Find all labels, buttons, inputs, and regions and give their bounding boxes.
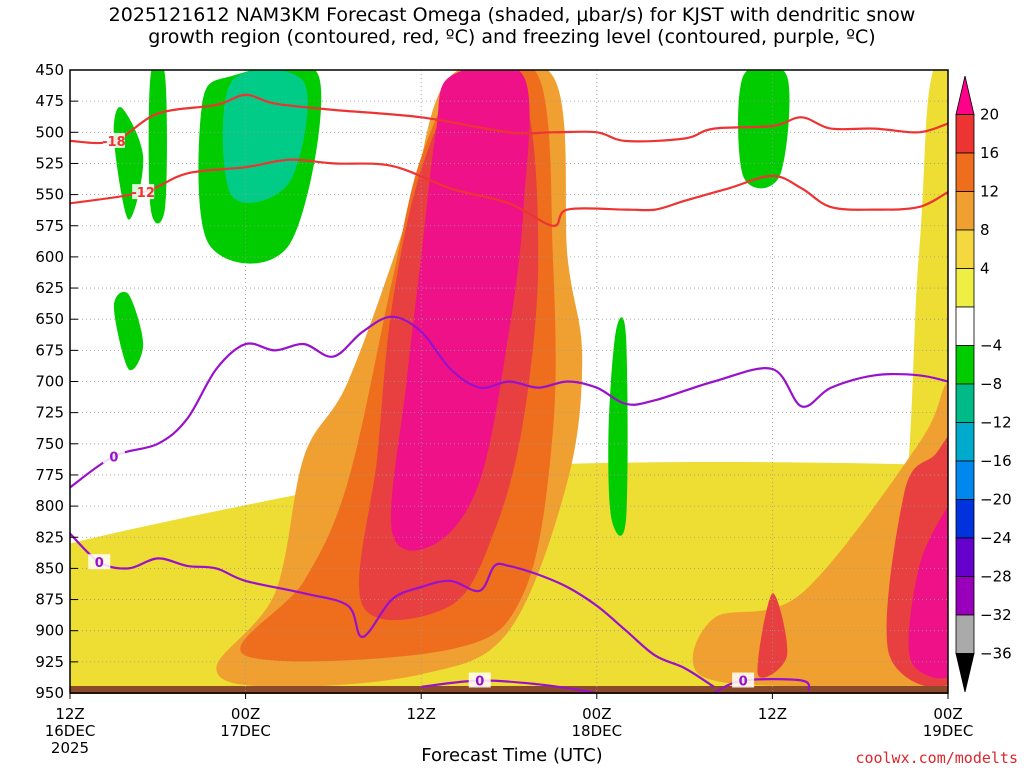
y-tick-label: 525 [35,154,64,172]
freezing-contour-label-bg [468,672,491,688]
colorbar-swatch [955,306,975,346]
y-tick-label: 450 [35,61,64,79]
colorbar-label: 16 [980,144,999,162]
freezing-contour-label: 0 [95,556,104,571]
colorbar-label: −36 [980,645,1012,663]
dgz-contour-0 [70,93,948,145]
colorbar-label: −12 [980,414,1012,432]
colorbar-swatch [955,537,975,577]
y-tick-label: 800 [35,497,64,515]
colorbar-label: −24 [980,529,1012,547]
y-tick-label: 500 [35,123,64,141]
y-tick-label: 675 [35,341,64,359]
y-tick-label: 575 [35,217,64,235]
colorbar-swatch [955,345,975,385]
colorbar-label: −4 [980,337,1002,355]
dgz-contour-1 [70,158,948,227]
colorbar-label: −28 [980,568,1012,586]
x-tick-label: 00Z [933,705,962,723]
colorbar-swatch [955,422,975,462]
x-tick-label: 00Z [582,705,611,723]
y-tick-label: 950 [35,684,64,702]
chart-title-line1: 2025121612 NAM3KM Forecast Omega (shaded… [108,4,916,26]
colorbar-swatch [955,229,975,269]
colorbar-swatch [955,499,975,539]
colorbar-swatch [955,75,975,115]
y-tick-label: 725 [35,404,64,422]
freezing-contour-label-bg [88,554,111,570]
freezing-contour-label-bg [732,672,755,688]
x-tick-label: 00Z [231,705,260,723]
colorbar-label: 20 [980,106,999,124]
freezing-contour-2 [421,679,597,693]
colorbar-swatch [955,460,975,500]
chart-title: 2025121612 NAM3KM Forecast Omega (shaded… [0,4,1024,48]
y-tick-label: 625 [35,279,64,297]
y-tick-label: 825 [35,528,64,546]
colorbar-label: 8 [980,221,990,239]
omega-region-6 [757,593,788,678]
y-tick-label: 775 [35,466,64,484]
omega-region-15 [738,70,790,189]
colorbar-swatch [955,152,975,192]
x-tick-label: 12Z [758,705,787,723]
colorbar-swatch [955,614,975,654]
y-tick-label: 875 [35,591,64,609]
terrain-band [70,686,948,694]
colorbar-label: −16 [980,452,1012,470]
dgz-contour-label-bg [102,133,125,149]
colorbar-swatch [955,114,975,154]
y-tick-label: 700 [35,373,64,391]
y-tick-label: 750 [35,435,64,453]
colorbar-label: −32 [980,606,1012,624]
x-tick-label: 16DEC [45,722,96,740]
freezing-contour-label: 0 [475,675,484,690]
freezing-contour-1 [70,532,715,688]
x-tick-label: 19DEC [923,722,974,740]
x-tick-label: 17DEC [220,722,271,740]
colorbar-swatch [955,383,975,423]
colorbar-swatch [955,191,975,231]
dgz-contour-label: -18 [102,135,126,150]
x-tick-label: 12Z [407,705,436,723]
y-tick-label: 850 [35,559,64,577]
colorbar-swatch [955,576,975,616]
y-tick-label: 550 [35,186,64,204]
chart-title-line2: growth region (contoured, red, ºC) and f… [148,26,876,48]
colorbar-swatch [955,268,975,308]
dgz-contour-label-bg [132,184,155,200]
omega-region-16 [222,70,308,203]
colorbar-swatch [955,653,975,693]
dgz-contour-label: -12 [131,186,155,201]
colorbar-label: −8 [980,375,1002,393]
freezing-contour-label-bg [102,448,125,464]
omega-region-3 [692,381,948,693]
colorbar-label: 4 [980,260,990,278]
omega-region-8 [390,70,530,551]
y-tick-label: 600 [35,248,64,266]
omega-region-14 [608,317,628,536]
freezing-contour-label: 0 [739,675,748,690]
x-tick-label: 2025 [51,739,89,757]
y-tick-label: 650 [35,310,64,328]
freezing-contour-3 [713,678,811,693]
y-tick-label: 925 [35,653,64,671]
x-tick-label: 12Z [55,705,84,723]
source-credit[interactable]: coolwx.com/modelts [855,749,1018,767]
omega-region-12 [113,291,144,371]
freezing-contour-label: 0 [109,450,118,465]
colorbar-label: 12 [980,183,999,201]
y-tick-label: 475 [35,92,64,110]
x-tick-label: 18DEC [572,722,623,740]
omega-region-9 [908,506,948,679]
y-tick-label: 900 [35,622,64,640]
freezing-contour-0 [70,315,948,489]
x-axis-label: Forecast Time (UTC) [421,745,603,766]
omega-region-1 [612,70,948,693]
colorbar-label: −20 [980,491,1012,509]
